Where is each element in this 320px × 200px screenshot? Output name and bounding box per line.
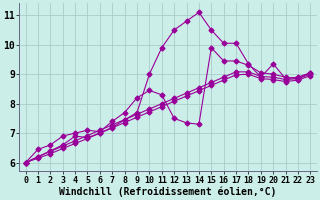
X-axis label: Windchill (Refroidissement éolien,°C): Windchill (Refroidissement éolien,°C) [59,186,277,197]
